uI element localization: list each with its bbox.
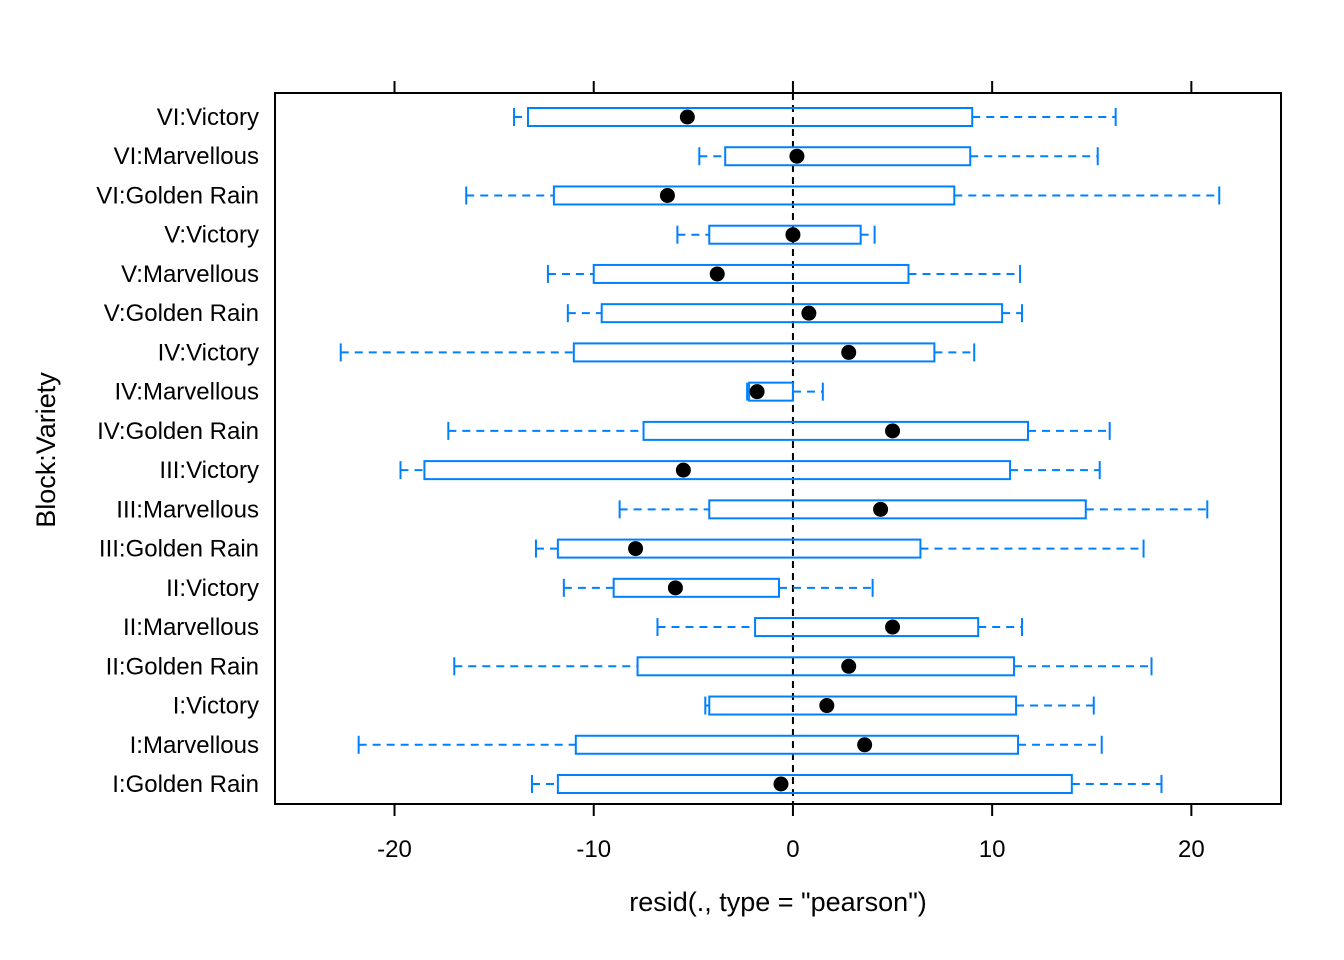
box-row [534, 538, 1145, 559]
y-category-label: IV:Marvellous [115, 379, 260, 406]
box-iqr [592, 263, 910, 284]
box-row [339, 342, 976, 363]
y-category-label: II:Marvellous [123, 614, 259, 641]
box-row [530, 774, 1163, 794]
x-tick-label: -10 [576, 836, 611, 863]
box-iqr [708, 695, 1018, 716]
y-category-label: V:Marvellous [121, 261, 259, 288]
median-point [789, 148, 805, 164]
box-iqr [748, 381, 794, 402]
box-iqr [642, 420, 1030, 441]
box-row [566, 303, 1024, 324]
y-category-label: VI:Golden Rain [96, 182, 259, 209]
median-point [659, 187, 675, 203]
plot-frame [274, 92, 1282, 805]
box-row [447, 420, 1111, 441]
box-iqr [552, 185, 956, 206]
y-category-label: IV:Victory [158, 339, 259, 366]
y-category-label: VI:Victory [157, 104, 259, 131]
y-category-label: I:Golden Rain [112, 771, 259, 798]
box-iqr [526, 107, 974, 127]
box-row [618, 499, 1209, 520]
y-category-label: III:Golden Rain [99, 536, 259, 563]
x-tick-label: -20 [377, 836, 412, 863]
y-category-label: V:Victory [164, 222, 259, 249]
box-iqr [556, 538, 922, 559]
y-category-label: I:Victory [173, 693, 259, 720]
median-point [841, 344, 857, 360]
median-point [801, 305, 817, 321]
boxes-layer [339, 107, 1221, 794]
box-row [656, 617, 1024, 638]
box-iqr [423, 460, 1012, 481]
median-point [749, 384, 765, 400]
median-point [679, 109, 695, 125]
y-category-label: II:Golden Rain [106, 653, 259, 680]
box-iqr [754, 617, 980, 638]
x-tick-label: 20 [1178, 836, 1205, 863]
median-point [709, 266, 725, 282]
median-point [873, 501, 889, 517]
median-point [857, 737, 873, 753]
box-row [465, 185, 1221, 206]
box-row [357, 734, 1103, 755]
box-iqr [724, 146, 972, 167]
median-point [773, 776, 789, 792]
y-category-label: II:Victory [166, 575, 259, 602]
box-iqr [708, 224, 862, 245]
median-point [667, 580, 683, 596]
axis-layer: -20 -10 0 10 20 [377, 81, 1205, 863]
box-row [704, 695, 1095, 716]
median-point [785, 227, 801, 243]
box-row [453, 656, 1153, 677]
median-point [841, 658, 857, 674]
box-iqr [572, 342, 936, 363]
box-row [546, 263, 1022, 284]
median-point [628, 541, 644, 557]
y-category-label: I:Marvellous [130, 732, 259, 759]
box-iqr [600, 303, 1004, 324]
box-iqr [612, 577, 780, 598]
box-row [562, 577, 874, 598]
box-row [399, 460, 1101, 481]
box-row [676, 224, 876, 245]
box-row [746, 381, 824, 402]
category-labels-layer: I:Golden Rain I:Marvellous I:Victory II:Gol… [96, 104, 259, 798]
median-point [885, 423, 901, 439]
median-point [885, 619, 901, 635]
box-row [513, 107, 1117, 127]
x-tick-label: 0 [786, 836, 799, 863]
box-row [698, 146, 1099, 167]
y-category-label: V:Golden Rain [104, 300, 259, 327]
box-iqr [556, 774, 1073, 794]
y-axis-title: Block:Variety [31, 372, 61, 528]
y-category-label: VI:Marvellous [114, 143, 259, 170]
y-category-label: III:Marvellous [116, 496, 259, 523]
box-iqr [574, 734, 1020, 755]
box-iqr [636, 656, 1016, 677]
box-iqr [708, 499, 1087, 520]
x-axis-title: resid(., type = "pearson") [629, 887, 927, 917]
median-point [675, 462, 691, 478]
median-point [819, 698, 835, 714]
x-tick-label: 10 [979, 836, 1006, 863]
y-category-label: IV:Golden Rain [97, 418, 259, 445]
y-category-label: III:Victory [159, 457, 259, 484]
